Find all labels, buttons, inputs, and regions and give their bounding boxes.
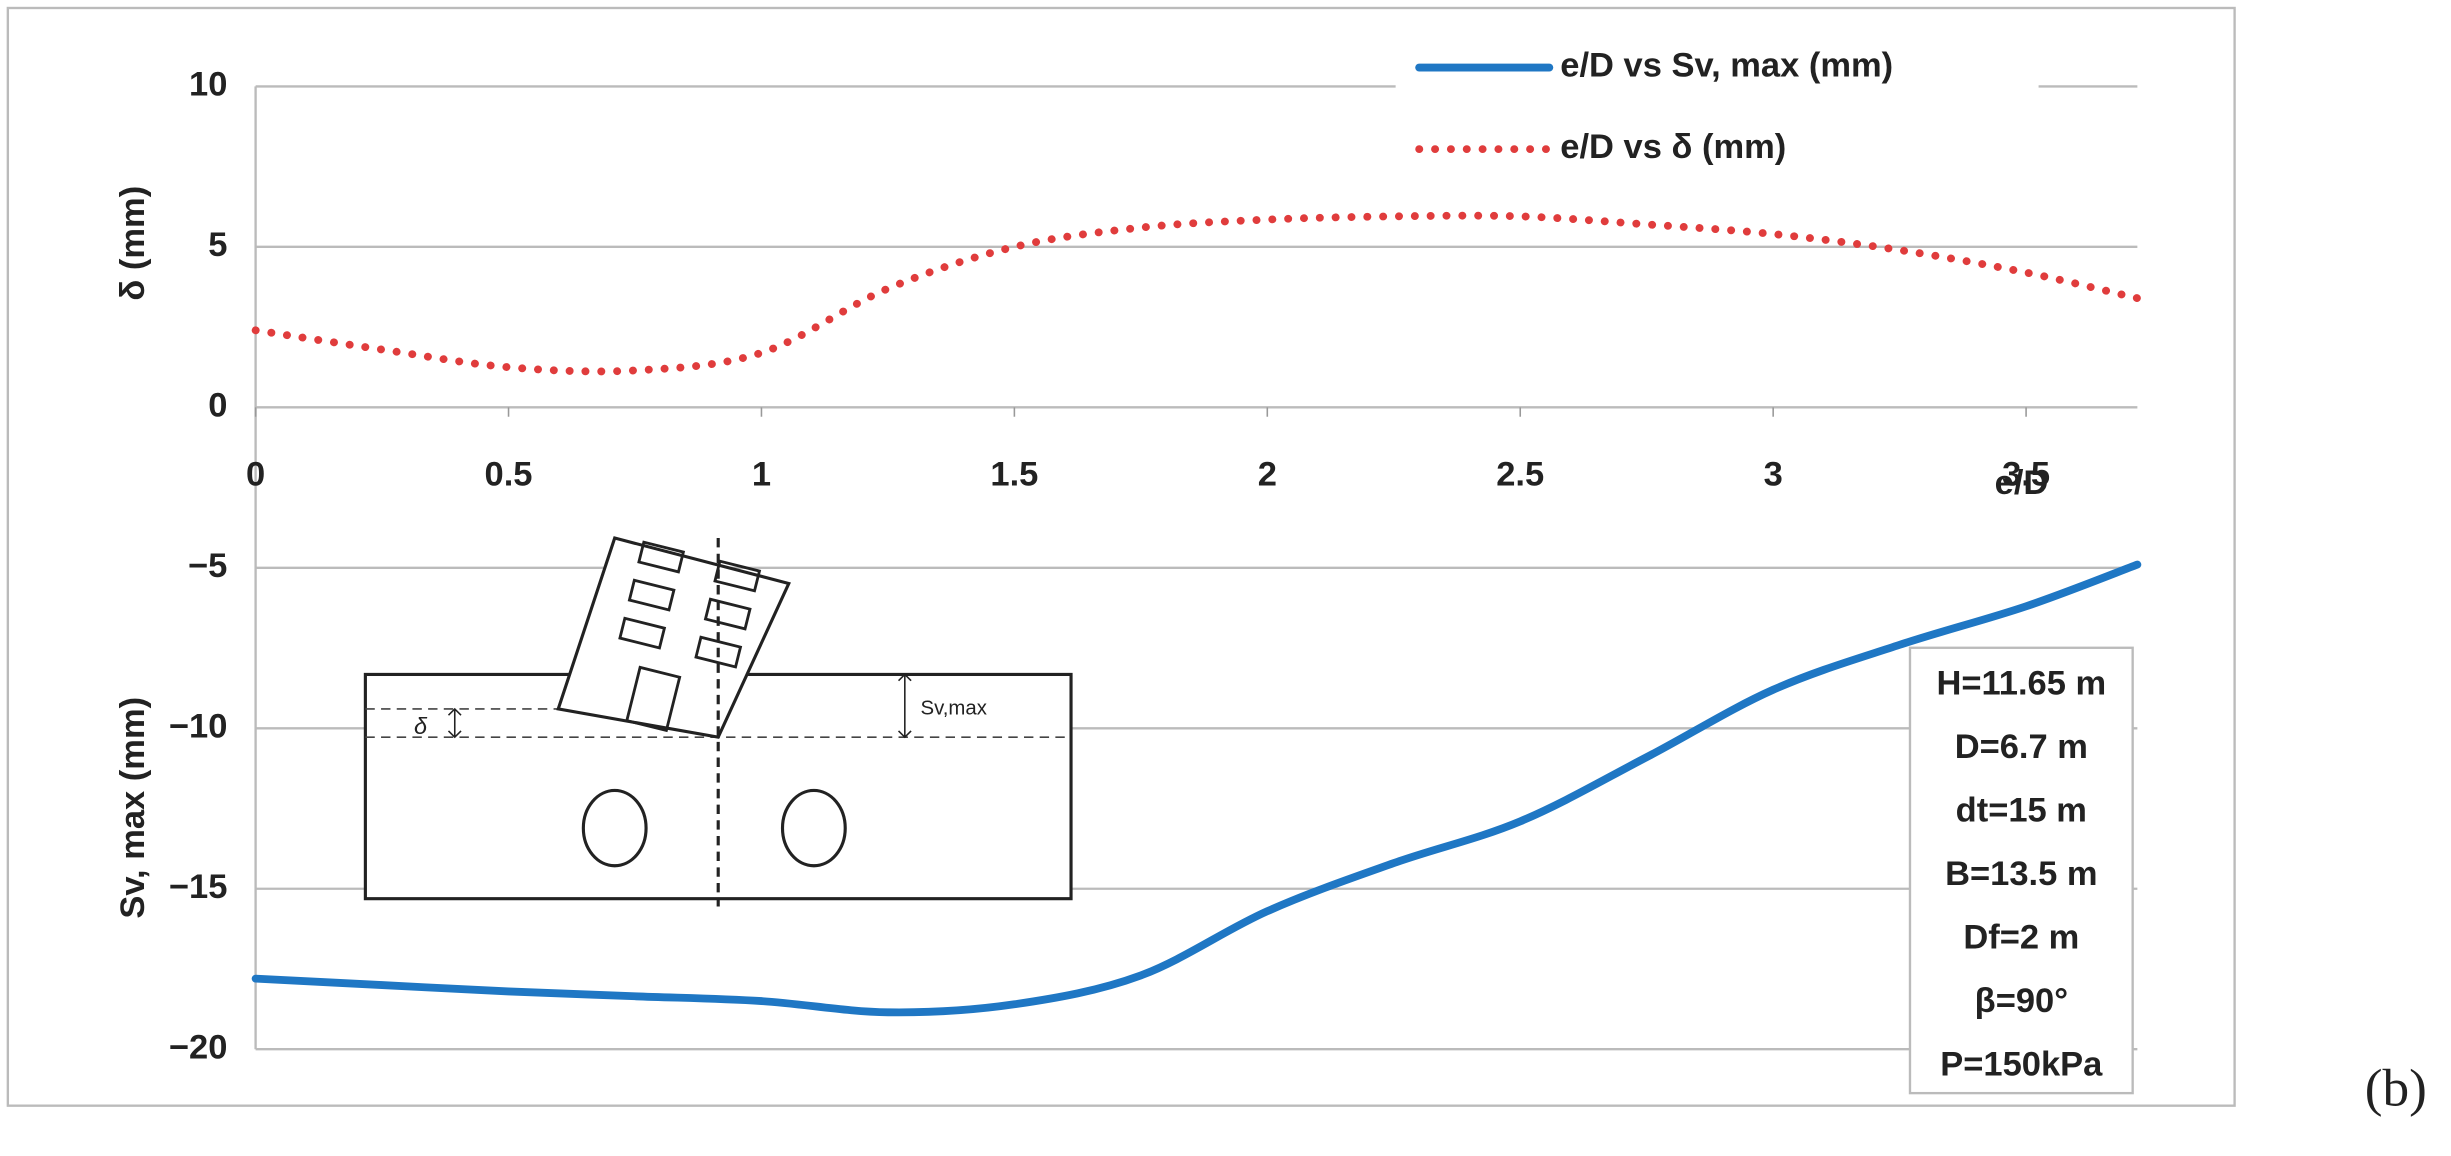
- windows: [618, 540, 762, 733]
- x-tick-label: 3.5: [2002, 455, 2050, 493]
- parameter: D=6.7 m: [1955, 728, 2088, 766]
- x-tick-label: 0: [246, 455, 265, 493]
- x-tick-label: 1: [752, 455, 771, 493]
- x-tick-label: 3: [1764, 455, 1783, 493]
- legend-bg: [1395, 31, 2039, 189]
- plot: [251, 211, 2142, 1017]
- legend-label: e/D vs δ (mm): [1560, 128, 1786, 166]
- y-tick-label: 0: [208, 386, 227, 424]
- y-axis-label: Sv, max (mm): [114, 697, 152, 919]
- y-axis-label: δ (mm): [114, 186, 152, 301]
- grid: −20 −15 −10 −5 0 5 10 0 0.5 1 1.5 2 2.5 3 3.5: [169, 65, 2138, 1066]
- annotation: Sv,max: [920, 697, 986, 719]
- tunnel: [780, 788, 847, 868]
- legend: e/D vs Sv, max (mm) e/D vs δ (mm): [1415, 47, 1893, 166]
- parameter: P=150kPa: [1940, 1046, 2103, 1084]
- series-line: [251, 560, 2142, 1017]
- y-tick-label: −10: [169, 707, 228, 745]
- x-tick-label: 0.5: [485, 455, 533, 493]
- tunnel: [581, 788, 648, 868]
- y-tick-label: −20: [169, 1028, 228, 1066]
- arrow: [447, 707, 462, 739]
- panel-label: (b): [2365, 1057, 2427, 1117]
- parameters: H=11.65 m D=6.7 m dt=15 m B=13.5 m Df=2 m β=9…: [1936, 665, 2106, 1084]
- parameter-box: [1908, 646, 2134, 1095]
- parameter: Df=2 m: [1963, 919, 2079, 957]
- y-tick-label: −5: [188, 547, 227, 585]
- arrow: [897, 673, 912, 739]
- parameter: β=90°: [1975, 982, 2068, 1020]
- x-tick-label: 2.5: [1496, 455, 1544, 493]
- legend-label: e/D vs Sv, max (mm): [1560, 47, 1893, 85]
- parameter: H=11.65 m: [1936, 665, 2106, 703]
- parameter: dt=15 m: [1956, 792, 2087, 830]
- y-tick-label: −15: [169, 868, 228, 906]
- chart-frame: [6, 6, 2236, 1107]
- building: [556, 536, 791, 739]
- schematic: δ Sv,max: [363, 536, 1073, 907]
- y-tick-label: 5: [208, 226, 227, 264]
- series-line: [251, 211, 2142, 376]
- x-tick-label: 1.5: [990, 455, 1038, 493]
- annotation: δ: [414, 713, 428, 739]
- x-axis-label: e/D: [1995, 464, 2049, 502]
- parameter: B=13.5 m: [1945, 855, 2097, 893]
- x-tick-label: 2: [1258, 455, 1277, 493]
- y-tick-label: 10: [189, 65, 227, 103]
